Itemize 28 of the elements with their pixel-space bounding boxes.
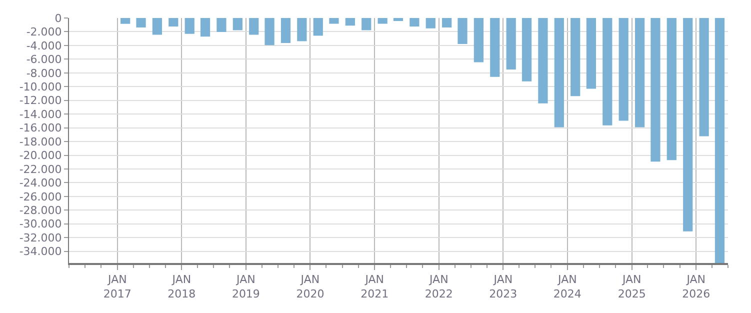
y-tick-label: -16.000 (19, 122, 62, 135)
y-tick-label: -8.000 (26, 66, 62, 80)
x-tick-label: JAN 2026 (682, 273, 710, 300)
y-tick-label: -18.000 (19, 135, 62, 148)
x-tick-label: JAN 2025 (618, 273, 646, 300)
x-tick-label: JAN 2018 (168, 273, 196, 300)
y-tick-label: -24.000 (19, 176, 62, 190)
y-tick-label: -14.000 (19, 108, 62, 121)
y-tick-label: -28.000 (19, 204, 62, 218)
x-tick-label: JAN 2021 (360, 273, 389, 300)
x-tick-label: JAN 2022 (424, 273, 453, 300)
y-tick-label: -32.000 (19, 231, 62, 244)
x-tick-label: JAN 2020 (296, 273, 324, 300)
y-tick-label: -6.000 (26, 53, 62, 66)
y-tick-label: -2.000 (26, 26, 62, 39)
y-tick-label: -34.000 (19, 245, 62, 258)
y-tick-label: -12.000 (19, 94, 62, 108)
y-tick-label: -10.000 (19, 80, 62, 94)
x-tick-label: JAN 2019 (232, 273, 260, 300)
y-tick-label: -20.000 (19, 149, 62, 162)
y-tick-label: -4.000 (26, 39, 62, 52)
x-tick-label: JAN 2017 (103, 273, 132, 300)
y-tick-label: 0 (54, 12, 62, 25)
y-tick-label: -22.000 (19, 162, 62, 176)
x-tick-label: JAN 2023 (489, 273, 518, 300)
x-tick-label: JAN 2024 (553, 273, 582, 300)
y-tick-label: -30.000 (19, 218, 62, 231)
y-tick-label: -26.000 (19, 190, 62, 204)
